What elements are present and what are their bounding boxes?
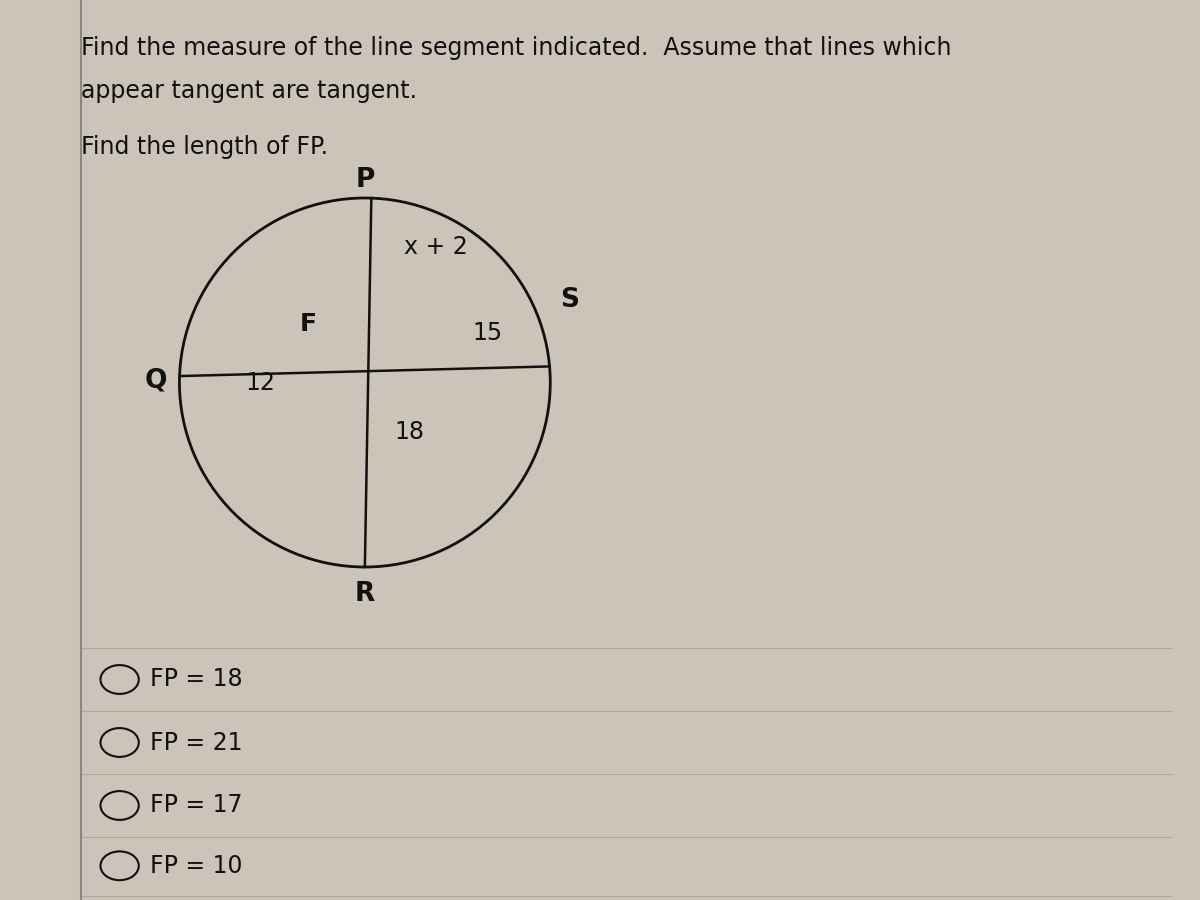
Text: FP = 10: FP = 10 (150, 854, 242, 877)
Text: 12: 12 (246, 371, 276, 394)
Text: Find the measure of the line segment indicated.  Assume that lines which: Find the measure of the line segment ind… (82, 36, 952, 60)
Text: FP = 18: FP = 18 (150, 668, 242, 691)
Text: P: P (355, 167, 374, 193)
Text: 18: 18 (395, 420, 425, 444)
Text: x + 2: x + 2 (404, 235, 468, 258)
Text: S: S (560, 287, 578, 312)
Text: Q: Q (144, 368, 167, 393)
Text: FP = 21: FP = 21 (150, 731, 242, 754)
Text: appear tangent are tangent.: appear tangent are tangent. (82, 79, 418, 104)
Text: Find the length of FP.: Find the length of FP. (82, 135, 329, 159)
Text: R: R (355, 581, 374, 607)
Text: 15: 15 (473, 321, 503, 345)
Text: F: F (300, 312, 317, 336)
Text: FP = 17: FP = 17 (150, 794, 242, 817)
